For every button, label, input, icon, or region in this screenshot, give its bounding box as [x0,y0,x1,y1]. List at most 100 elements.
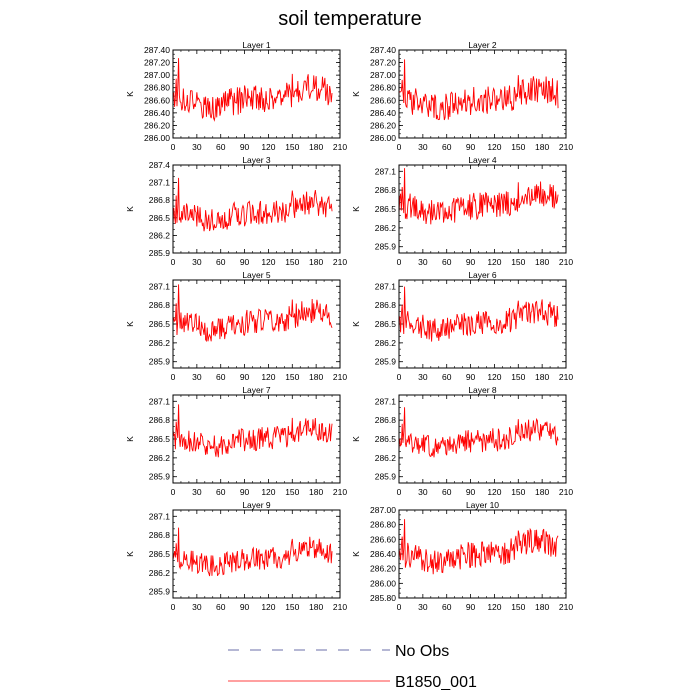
x-tick-label: 210 [333,602,347,612]
y-tick-label: 286.2 [375,453,397,463]
y-tick-label: 286.5 [149,549,171,559]
x-tick-label: 210 [559,372,573,382]
y-tick-label: 287.00 [144,70,170,80]
x-tick-label: 180 [309,142,323,152]
y-tick-label: 286.8 [375,415,397,425]
x-tick-label: 120 [261,257,275,267]
x-tick-label: 180 [535,602,549,612]
x-tick-label: 0 [397,602,402,612]
y-tick-label: 286.60 [144,95,170,105]
x-tick-label: 60 [442,142,452,152]
x-tick-label: 210 [559,487,573,497]
y-tick-label: 286.2 [375,223,397,233]
panel-title: Layer 10 [466,500,499,510]
panel-title: Layer 9 [242,500,271,510]
y-tick-label: 285.9 [375,472,397,482]
x-tick-label: 180 [535,487,549,497]
x-tick-label: 150 [285,487,299,497]
y-tick-label: 286.5 [375,204,397,214]
x-tick-label: 60 [216,372,226,382]
plot-frame [172,49,341,139]
y-tick-label: 287.1 [149,178,171,188]
series-line-B1850_001 [172,284,333,343]
x-tick-label: 210 [559,602,573,612]
x-tick-label: 120 [487,487,501,497]
series-line-B1850_001 [398,407,559,458]
x-tick-label: 150 [511,602,525,612]
y-tick-label: 286.00 [144,133,170,143]
y-tick-label: 286.8 [149,195,171,205]
y-tick-label: 286.5 [149,319,171,329]
figure-title: soil temperature [278,8,422,30]
panel-4: Layer 4 K 0 30 60 90 120 150 180 210 285.9 286.2 286… [351,155,573,267]
series-line-B1850_001 [398,519,559,575]
x-tick-label: 120 [261,487,275,497]
y-tick-label: 286.00 [370,578,396,588]
y-tick-label: 286.8 [375,300,397,310]
y-tick-label: 286.40 [144,108,170,118]
x-tick-label: 90 [466,257,476,267]
y-tick-label: 287.1 [149,396,171,406]
y-tick-label: 286.2 [149,453,171,463]
panel-1: Layer 1 K 0 30 60 90 120 150 180 210 286.00 286.20 2… [125,40,347,152]
y-tick-label: 286.80 [370,83,396,93]
x-tick-label: 180 [535,372,549,382]
y-tick-label: 287.40 [144,45,170,55]
y-tick-label: 287.20 [144,58,170,68]
x-tick-label: 0 [171,372,176,382]
y-tick-label: 286.2 [149,568,171,578]
plot-frame [398,49,567,139]
x-tick-label: 90 [240,257,250,267]
x-tick-label: 90 [466,372,476,382]
y-tick-label: 287.40 [370,45,396,55]
x-tick-label: 180 [535,142,549,152]
y-tick-label: 287.4 [149,160,171,170]
x-tick-label: 60 [216,602,226,612]
x-tick-label: 180 [535,257,549,267]
x-tick-label: 30 [192,257,202,267]
y-axis-label: K [125,321,135,327]
panel-9: Layer 9 K 0 30 60 90 120 150 180 210 285.9 286.2 286… [125,500,347,612]
x-tick-label: 0 [397,257,402,267]
y-tick-label: 286.2 [149,338,171,348]
panel-title: Layer 4 [468,155,497,165]
x-tick-label: 0 [397,372,402,382]
panel-6: Layer 6 K 0 30 60 90 120 150 180 210 285.9 286.2 286… [351,270,573,382]
y-axis-label: K [351,551,361,557]
x-tick-label: 150 [511,257,525,267]
x-tick-label: 60 [442,257,452,267]
series-line-B1850_001 [172,58,333,122]
y-axis-label: K [125,91,135,97]
y-tick-label: 286.2 [375,338,397,348]
y-tick-label: 287.1 [375,166,397,176]
x-tick-label: 210 [333,487,347,497]
panel-title: Layer 2 [468,40,497,50]
y-tick-label: 287.1 [149,281,171,291]
x-tick-label: 30 [192,602,202,612]
x-tick-label: 0 [171,257,176,267]
y-axis-label: K [351,436,361,442]
x-tick-label: 120 [261,602,275,612]
panel-title: Layer 3 [242,155,271,165]
x-tick-label: 30 [418,487,428,497]
y-tick-label: 286.60 [370,534,396,544]
plot-frame [398,164,567,254]
y-tick-label: 286.40 [370,549,396,559]
x-tick-label: 90 [466,142,476,152]
x-tick-label: 180 [309,487,323,497]
y-axis-label: K [351,321,361,327]
panel-3: Layer 3 K 0 30 60 90 120 150 180 210 285.9 286.2 286… [125,155,347,267]
x-tick-label: 30 [418,142,428,152]
panel-title: Layer 8 [468,385,497,395]
panel-8: Layer 8 K 0 30 60 90 120 150 180 210 285.9 286.2 286… [351,385,573,497]
y-axis-label: K [351,91,361,97]
x-tick-label: 120 [261,142,275,152]
x-tick-label: 180 [309,602,323,612]
y-tick-label: 285.9 [375,357,397,367]
y-tick-label: 286.80 [370,520,396,530]
x-tick-label: 120 [487,602,501,612]
x-tick-label: 60 [442,487,452,497]
series-line-B1850_001 [172,177,333,232]
panel-7: Layer 7 K 0 30 60 90 120 150 180 210 285.9 286.2 286… [125,385,347,497]
